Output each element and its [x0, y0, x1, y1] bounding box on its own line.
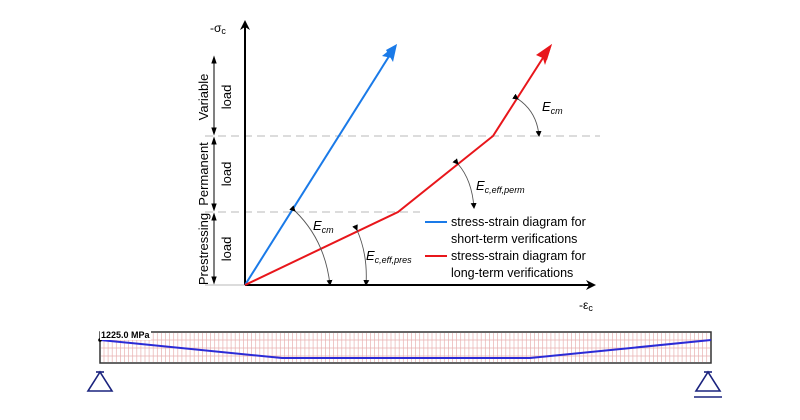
- short-term-curve: [244, 44, 397, 286]
- label-ecm-short: Ecm: [313, 218, 334, 235]
- band-sub-permanent: load: [219, 162, 234, 187]
- legend-item-short-term: stress-strain diagram for short-term ver…: [425, 215, 586, 246]
- load-band-permanent: Permanent load: [196, 142, 234, 206]
- prestress-profile: [99, 339, 712, 359]
- load-band-dimensions: [211, 55, 217, 285]
- legend-item-long-term: stress-strain diagram for long-term veri…: [425, 249, 586, 280]
- band-sub-variable: load: [219, 85, 234, 110]
- load-band-variable: Variable load: [196, 74, 234, 121]
- label-ecm-upper: Ecm: [542, 99, 563, 116]
- svg-text:stress-strain diagram for: stress-strain diagram for: [451, 215, 586, 229]
- label-ec-eff-perm: Ec,eff,perm: [476, 178, 525, 195]
- label-ec-eff-pres: Ec,eff,pres: [366, 248, 412, 265]
- band-label-permanent: Permanent: [196, 142, 211, 206]
- band-label-prestressing: Prestressing: [196, 213, 211, 285]
- beam-value-label: 1225.0 MPa: [100, 330, 151, 340]
- svg-text:long-term verifications: long-term verifications: [451, 266, 573, 280]
- support-pinned-left: [86, 370, 114, 392]
- band-label-variable: Variable: [196, 74, 211, 121]
- svg-text:stress-strain diagram for: stress-strain diagram for: [451, 249, 586, 263]
- band-sub-prestressing: load: [219, 237, 234, 262]
- y-axis-label: -σc: [210, 21, 226, 36]
- load-band-prestressing: Prestressing load: [196, 213, 234, 285]
- svg-text:short-term verifications: short-term verifications: [451, 232, 577, 246]
- legend: stress-strain diagram for short-term ver…: [425, 215, 586, 280]
- beam-stress-diagram: [98, 331, 712, 364]
- support-roller-right: [694, 370, 722, 398]
- x-axis-label: -εc: [579, 298, 593, 313]
- angle-arcs: [289, 93, 542, 286]
